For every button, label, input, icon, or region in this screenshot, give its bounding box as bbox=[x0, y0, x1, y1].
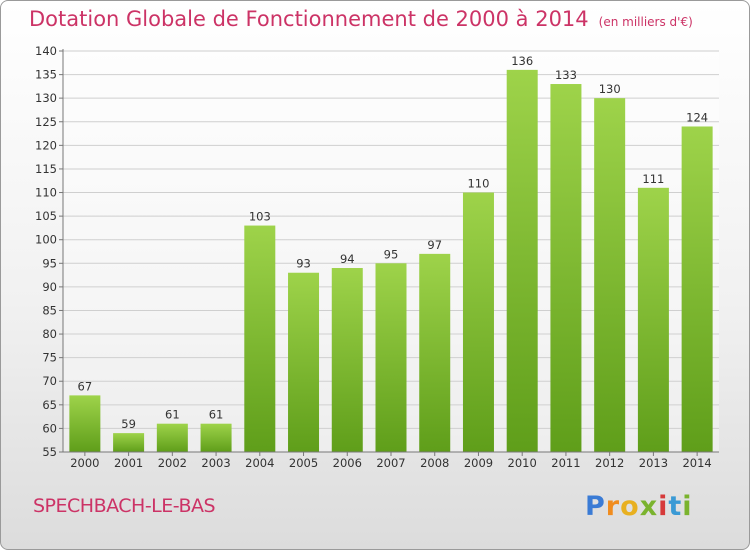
bar-2008[interactable] bbox=[419, 253, 451, 452]
chart-title: Dotation Globale de Fonctionnement de 20… bbox=[29, 7, 693, 31]
bar-2000[interactable] bbox=[69, 395, 101, 452]
bar-value-label: 111 bbox=[642, 172, 664, 186]
y-tick-label: 65 bbox=[42, 398, 57, 412]
y-tick-label: 100 bbox=[35, 233, 57, 247]
y-tick-label: 60 bbox=[42, 421, 57, 435]
y-tick-label: 120 bbox=[35, 138, 57, 152]
bar-2006[interactable] bbox=[331, 268, 363, 452]
bar-2014[interactable] bbox=[681, 126, 713, 452]
x-tick-label: 2006 bbox=[333, 456, 362, 470]
bar-2009[interactable] bbox=[462, 192, 494, 452]
bar-2007[interactable] bbox=[375, 263, 407, 452]
bar-2005[interactable] bbox=[288, 272, 320, 452]
x-tick-label: 2010 bbox=[508, 456, 537, 470]
bar-value-label: 94 bbox=[340, 252, 355, 266]
bar-value-label: 97 bbox=[427, 238, 442, 252]
x-tick-label: 2001 bbox=[114, 456, 143, 470]
y-tick-label: 125 bbox=[35, 115, 57, 129]
x-tick-label: 2002 bbox=[158, 456, 187, 470]
bar-value-label: 103 bbox=[249, 210, 271, 224]
x-tick-label: 2004 bbox=[245, 456, 274, 470]
bar-value-label: 61 bbox=[165, 408, 180, 422]
y-tick-label: 75 bbox=[42, 351, 57, 365]
x-tick-label: 2013 bbox=[639, 456, 668, 470]
bar-value-label: 67 bbox=[78, 379, 93, 393]
y-tick-label: 105 bbox=[35, 209, 57, 223]
x-tick-label: 2009 bbox=[464, 456, 493, 470]
chart-unit-label: (en milliers d'€) bbox=[598, 15, 693, 29]
bar-value-label: 110 bbox=[467, 177, 489, 191]
bar-value-label: 95 bbox=[384, 247, 399, 261]
bar-2010[interactable] bbox=[506, 69, 538, 452]
y-tick-label: 140 bbox=[35, 44, 57, 58]
bar-value-label: 93 bbox=[296, 257, 311, 271]
bar-2013[interactable] bbox=[637, 187, 669, 452]
y-tick-label: 55 bbox=[42, 445, 57, 459]
y-tick-label: 70 bbox=[42, 374, 57, 388]
y-tick-label: 80 bbox=[42, 327, 57, 341]
chart-title-text: Dotation Globale de Fonctionnement de 20… bbox=[29, 7, 589, 31]
bar-value-label: 124 bbox=[686, 110, 708, 124]
y-tick-label: 95 bbox=[42, 256, 57, 270]
x-tick-label: 2014 bbox=[682, 456, 711, 470]
x-tick-label: 2012 bbox=[595, 456, 624, 470]
y-tick-label: 115 bbox=[35, 162, 57, 176]
commune-name: SPECHBACH-LE-BAS bbox=[33, 495, 216, 517]
y-tick-label: 85 bbox=[42, 303, 57, 317]
x-tick-label: 2005 bbox=[289, 456, 318, 470]
x-tick-label: 2008 bbox=[420, 456, 449, 470]
x-tick-label: 2000 bbox=[70, 456, 99, 470]
bar-value-label: 59 bbox=[121, 417, 136, 431]
x-tick-label: 2003 bbox=[201, 456, 230, 470]
proxiti-logo[interactable]: Proxiti bbox=[585, 491, 693, 522]
bar-value-label: 61 bbox=[209, 408, 224, 422]
bar-value-label: 133 bbox=[555, 68, 577, 82]
bar-value-label: 136 bbox=[511, 54, 533, 68]
y-tick-label: 90 bbox=[42, 280, 57, 294]
bar-2001[interactable] bbox=[113, 433, 145, 452]
bar-2003[interactable] bbox=[200, 423, 232, 452]
bar-2012[interactable] bbox=[594, 98, 626, 453]
y-tick-label: 110 bbox=[35, 186, 57, 200]
y-tick-label: 130 bbox=[35, 91, 57, 105]
bar-value-label: 130 bbox=[599, 82, 621, 96]
bar-2011[interactable] bbox=[550, 84, 582, 452]
bar-2004[interactable] bbox=[244, 225, 276, 452]
bar-2002[interactable] bbox=[156, 423, 188, 452]
x-tick-label: 2007 bbox=[376, 456, 405, 470]
x-tick-label: 2011 bbox=[551, 456, 580, 470]
y-tick-label: 135 bbox=[35, 68, 57, 82]
